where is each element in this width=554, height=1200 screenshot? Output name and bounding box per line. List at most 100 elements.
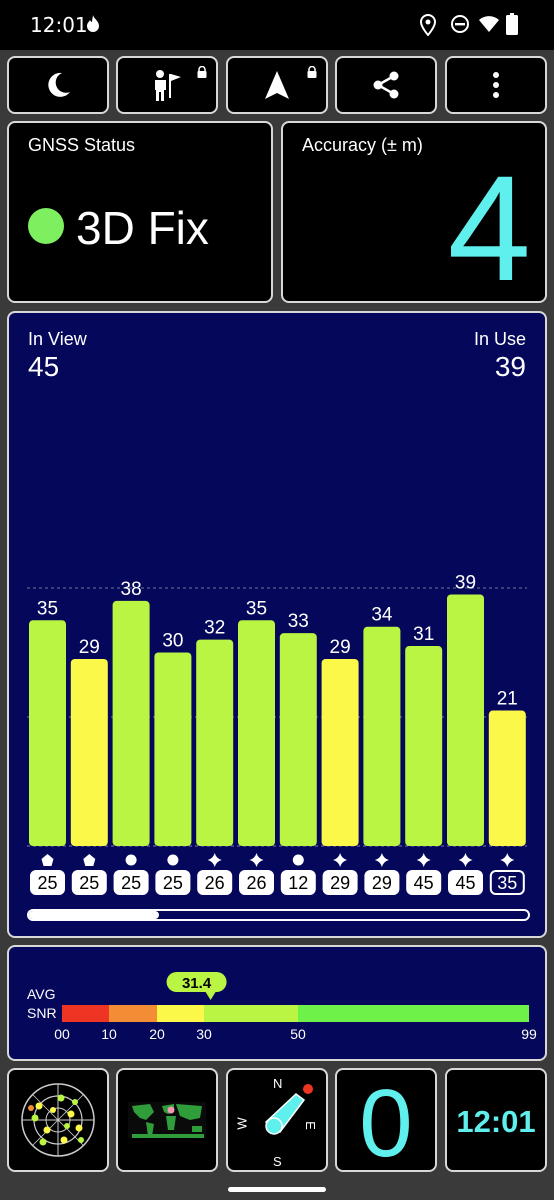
snr-bar: [321, 658, 359, 846]
constellation-star-icon: [500, 853, 515, 867]
satellite-id-badge: [155, 870, 191, 895]
satellite-id-badge: [30, 870, 65, 895]
constellation-circle-icon: [292, 854, 304, 866]
accuracy-label: Accuracy (± m): [302, 135, 423, 155]
skyplot-button[interactable]: [7, 1068, 109, 1172]
snr-scale-segment: [109, 1005, 157, 1022]
chart-scrollbar-thumb[interactable]: [29, 911, 159, 919]
avg-snr-bubble: [166, 972, 227, 992]
snr-scale-tick: 00: [54, 1026, 70, 1042]
snr-value-label: 39: [455, 572, 476, 593]
satellite-id-label: 26: [205, 873, 225, 893]
more-options-button[interactable]: [445, 56, 547, 114]
snr-scale-segment: [157, 1005, 204, 1022]
fire-icon: [87, 15, 99, 32]
satellite-id-label: 26: [246, 873, 266, 893]
status-time: 12:01: [30, 13, 88, 37]
compass-button[interactable]: N E S W: [226, 1068, 328, 1172]
share-icon: [373, 71, 399, 99]
in-view-count: 45: [28, 351, 60, 382]
chart-scrollbar[interactable]: [27, 909, 530, 921]
in-view-label: In View: [28, 329, 87, 349]
satellite-signal-panel[interactable]: In View 45 In Use 39 35 25 29 25 38 25 30 25 32 2…: [7, 311, 547, 938]
snr-scale-segment: [204, 1005, 298, 1022]
clock-value: 12:01: [456, 1104, 536, 1139]
compass-east: E: [302, 1121, 318, 1130]
snr-bar: [447, 594, 484, 846]
battery-icon: [506, 13, 518, 35]
world-map-icon: [128, 1102, 206, 1138]
lock-icon: [307, 66, 317, 78]
location-pin-icon: [420, 14, 436, 36]
status-bar: 12:01: [0, 0, 554, 50]
snr-scale-tick: 50: [290, 1026, 306, 1042]
snr-value-label: 29: [330, 637, 351, 658]
do-not-disturb-icon: [451, 15, 469, 33]
snr-bar: [70, 658, 108, 846]
compass-west: W: [234, 1117, 250, 1130]
constellation-star-icon: [249, 853, 264, 867]
snr-value-label: 32: [204, 618, 225, 639]
constellation-circle-icon: [167, 854, 179, 866]
satellite-id-label: 25: [37, 873, 57, 893]
satellite-id-label: 35: [497, 873, 517, 893]
snr-value-label: 34: [371, 605, 393, 626]
avg-snr-pointer: [205, 992, 216, 1000]
snr-bar: [488, 710, 526, 846]
more-vert-icon: [493, 72, 499, 98]
snr-bar: [363, 626, 401, 846]
satellite-id-badge: [489, 870, 525, 895]
speed-button[interactable]: 0: [335, 1068, 437, 1172]
snr-bar: [29, 620, 66, 846]
gnss-status-value: 3D Fix: [76, 202, 209, 254]
gesture-bar: [228, 1187, 326, 1192]
night-mode-button[interactable]: [7, 56, 109, 114]
tracking-button[interactable]: [116, 56, 218, 114]
satellite-id-badge: [448, 870, 483, 895]
constellation-star-icon: [333, 853, 348, 867]
snr-scale-tick: 99: [521, 1026, 537, 1042]
constellation-circle-icon: [125, 854, 137, 866]
satellite-id-badge: [406, 870, 442, 895]
satellite-id-label: 25: [79, 873, 99, 893]
snr-value-label: 33: [288, 611, 309, 632]
share-button[interactable]: [335, 56, 437, 114]
snr-label: SNR: [27, 1005, 57, 1021]
snr-value-label: 35: [37, 598, 58, 619]
avg-snr-panel[interactable]: AVG SNR 00 10 20 30 50 99 31.4: [7, 945, 547, 1061]
satellite-id-label: 29: [372, 873, 392, 893]
satellite-id-badge: [113, 870, 149, 895]
satellite-id-label: 45: [455, 873, 475, 893]
in-use-count: 39: [494, 351, 526, 382]
speed-value: 0: [359, 1070, 413, 1172]
clock-button[interactable]: 12:01: [445, 1068, 547, 1172]
snr-value-label: 38: [121, 579, 142, 600]
snr-value-label: 31: [413, 624, 434, 645]
snr-value-label: 30: [162, 631, 183, 652]
constellation-star-icon: [458, 853, 473, 867]
snr-value-label: 21: [497, 689, 518, 710]
satellite-id-label: 29: [330, 873, 350, 893]
snr-value-label: 35: [246, 598, 267, 619]
gnss-status-panel[interactable]: GNSS Status 3D Fix: [7, 121, 273, 303]
accuracy-panel[interactable]: Accuracy (± m) 4: [281, 121, 547, 303]
navigation-arrow-icon: [265, 71, 289, 99]
satellite-id-badge: [197, 870, 233, 895]
satellite-id-badge: [364, 870, 400, 895]
avg-snr-scale: 00 10 20 30 50 99 31.4: [54, 972, 537, 1042]
snr-scale-tick: 10: [101, 1026, 117, 1042]
navigate-button[interactable]: [226, 56, 328, 114]
satellite-id-label: 12: [288, 873, 308, 893]
avg-snr-value: 31.4: [182, 975, 212, 992]
constellation-pentagon-icon: [83, 854, 96, 866]
satellite-id-label: 25: [121, 873, 141, 893]
constellation-star-icon: [416, 853, 431, 867]
compass-north: N: [273, 1076, 283, 1091]
satellite-id-badge: [239, 870, 274, 895]
constellation-star-icon: [207, 853, 222, 867]
world-map-button[interactable]: [116, 1068, 218, 1172]
fix-indicator-dot: [28, 208, 64, 244]
snr-value-label: 29: [79, 637, 100, 658]
satellite-id-badge: [280, 870, 316, 895]
person-flag-icon: [155, 70, 181, 101]
